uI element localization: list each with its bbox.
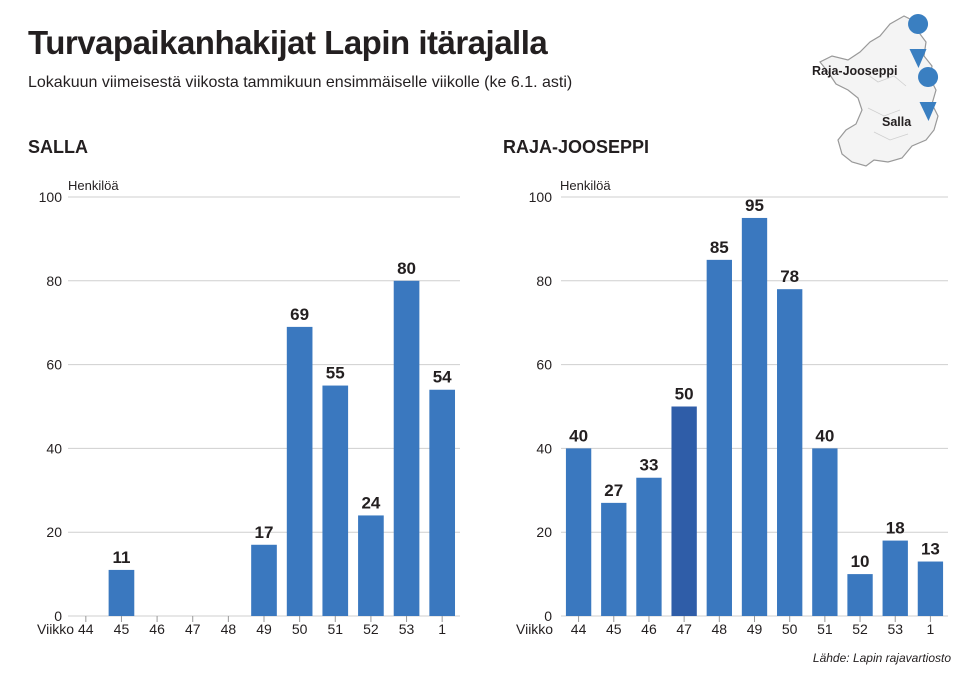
- raja-jooseppi-bar: [671, 406, 697, 616]
- raja-jooseppi-data-label: 50: [675, 385, 694, 404]
- raja-jooseppi-bar: [812, 448, 838, 616]
- map-marker-salla: [918, 67, 939, 121]
- salla-x-tick-label: 51: [327, 621, 343, 637]
- raja-jooseppi-y-tick-label: 60: [536, 357, 552, 373]
- salla-x-tick-label: 47: [185, 621, 201, 637]
- raja-jooseppi-data-label: 85: [710, 238, 729, 257]
- raja-jooseppi-bar: [777, 289, 803, 616]
- raja-jooseppi-x-tick-label: 53: [887, 621, 903, 637]
- salla-bar: [286, 326, 313, 616]
- panel-title-salla: SALLA: [28, 137, 88, 157]
- salla-data-label: 55: [326, 364, 345, 383]
- raja-jooseppi-bar: [636, 477, 662, 616]
- raja-jooseppi-data-label: 40: [815, 426, 834, 445]
- salla-bar: [108, 569, 135, 616]
- salla-bar: [322, 385, 349, 616]
- raja-jooseppi-x-tick-label: 1: [927, 621, 935, 637]
- salla-x-tick-label: 1: [438, 621, 446, 637]
- raja-jooseppi-x-tick-label: 49: [747, 621, 763, 637]
- salla-x-tick-label: 48: [221, 621, 237, 637]
- raja-jooseppi-data-label: 40: [569, 426, 588, 445]
- salla-x-tick-label: 50: [292, 621, 308, 637]
- raja-jooseppi-data-label: 27: [604, 481, 623, 500]
- salla-y-tick-label: 20: [46, 524, 62, 540]
- raja-jooseppi-data-label: 95: [745, 196, 764, 215]
- lapland-outline: [819, 15, 939, 167]
- raja-jooseppi-data-label: 33: [639, 456, 658, 475]
- salla-bar: [251, 544, 277, 616]
- raja-jooseppi-x-tick-label: 48: [712, 621, 728, 637]
- raja-jooseppi-bar: [847, 574, 873, 616]
- chart-subtitle: Lokakuun viimeisestä viikosta tammikuun …: [28, 74, 573, 91]
- salla-x-tick-label: 45: [114, 621, 130, 637]
- map-label-salla: Salla: [882, 115, 912, 129]
- raja-jooseppi-bar: [565, 448, 592, 616]
- raja-jooseppi-x-axis-label: Viikko: [516, 621, 553, 637]
- salla-data-label: 54: [433, 368, 452, 387]
- raja-jooseppi-bar: [741, 217, 768, 616]
- panel-title-raja-jooseppi: RAJA-JOOSEPPI: [503, 137, 650, 157]
- salla-x-tick-label: 49: [256, 621, 272, 637]
- raja-jooseppi-data-label: 18: [886, 519, 905, 538]
- map-marker-raja-jooseppi: [908, 14, 929, 68]
- salla-y-tick-label: 0: [54, 608, 62, 624]
- salla-y-axis-label: Henkilöä: [68, 178, 119, 193]
- raja-jooseppi-x-tick-label: 44: [571, 621, 587, 637]
- salla-bar: [358, 515, 384, 616]
- raja-jooseppi-x-tick-label: 46: [641, 621, 657, 637]
- raja-jooseppi-data-label: 78: [780, 267, 799, 286]
- salla-x-tick-label: 53: [399, 621, 415, 637]
- map-label-raja-jooseppi: Raja-Jooseppi: [812, 64, 897, 78]
- raja-jooseppi-x-tick-label: 50: [782, 621, 798, 637]
- salla-y-tick-label: 40: [46, 440, 62, 456]
- raja-jooseppi-y-tick-label: 40: [536, 440, 552, 456]
- raja-jooseppi-x-tick-label: 52: [852, 621, 868, 637]
- raja-jooseppi-bar: [706, 259, 732, 616]
- raja-jooseppi-bar: [882, 540, 908, 616]
- salla-bar: [429, 389, 456, 616]
- raja-jooseppi-data-label: 10: [851, 552, 870, 571]
- salla-x-tick-label: 46: [149, 621, 165, 637]
- raja-jooseppi-y-axis-label: Henkilöä: [560, 178, 611, 193]
- lapland-locator-map: Raja-Jooseppi Salla: [812, 14, 939, 167]
- raja-jooseppi-bar: [917, 561, 944, 616]
- salla-y-tick-label: 60: [46, 357, 62, 373]
- raja-jooseppi-x-tick-label: 47: [676, 621, 692, 637]
- salla-data-label: 80: [397, 259, 416, 278]
- salla-data-label: 69: [290, 305, 309, 324]
- raja-jooseppi-data-label: 13: [921, 540, 940, 559]
- salla-x-tick-label: 44: [78, 621, 94, 637]
- raja-jooseppi-y-tick-label: 80: [536, 273, 552, 289]
- salla-data-label: 24: [361, 493, 380, 512]
- salla-bar: [393, 280, 420, 616]
- raja-jooseppi-y-tick-label: 0: [544, 608, 552, 624]
- salla-data-label: 11: [112, 548, 130, 567]
- raja-jooseppi-bar: [601, 502, 627, 616]
- raja-jooseppi-y-tick-label: 20: [536, 524, 552, 540]
- raja-jooseppi-x-tick-label: 51: [817, 621, 833, 637]
- salla-x-tick-label: 52: [363, 621, 379, 637]
- raja-jooseppi-y-tick-label: 100: [529, 189, 553, 205]
- salla-x-axis-label: Viikko: [37, 621, 74, 637]
- chart-title: Turvapaikanhakijat Lapin itärajalla: [28, 24, 548, 61]
- raja-jooseppi-x-tick-label: 45: [606, 621, 622, 637]
- source-note: Lähde: Lapin rajavartiosto: [812, 651, 951, 665]
- salla-y-tick-label: 100: [39, 189, 63, 205]
- salla-y-tick-label: 80: [46, 273, 62, 289]
- salla-data-label: 17: [255, 523, 274, 542]
